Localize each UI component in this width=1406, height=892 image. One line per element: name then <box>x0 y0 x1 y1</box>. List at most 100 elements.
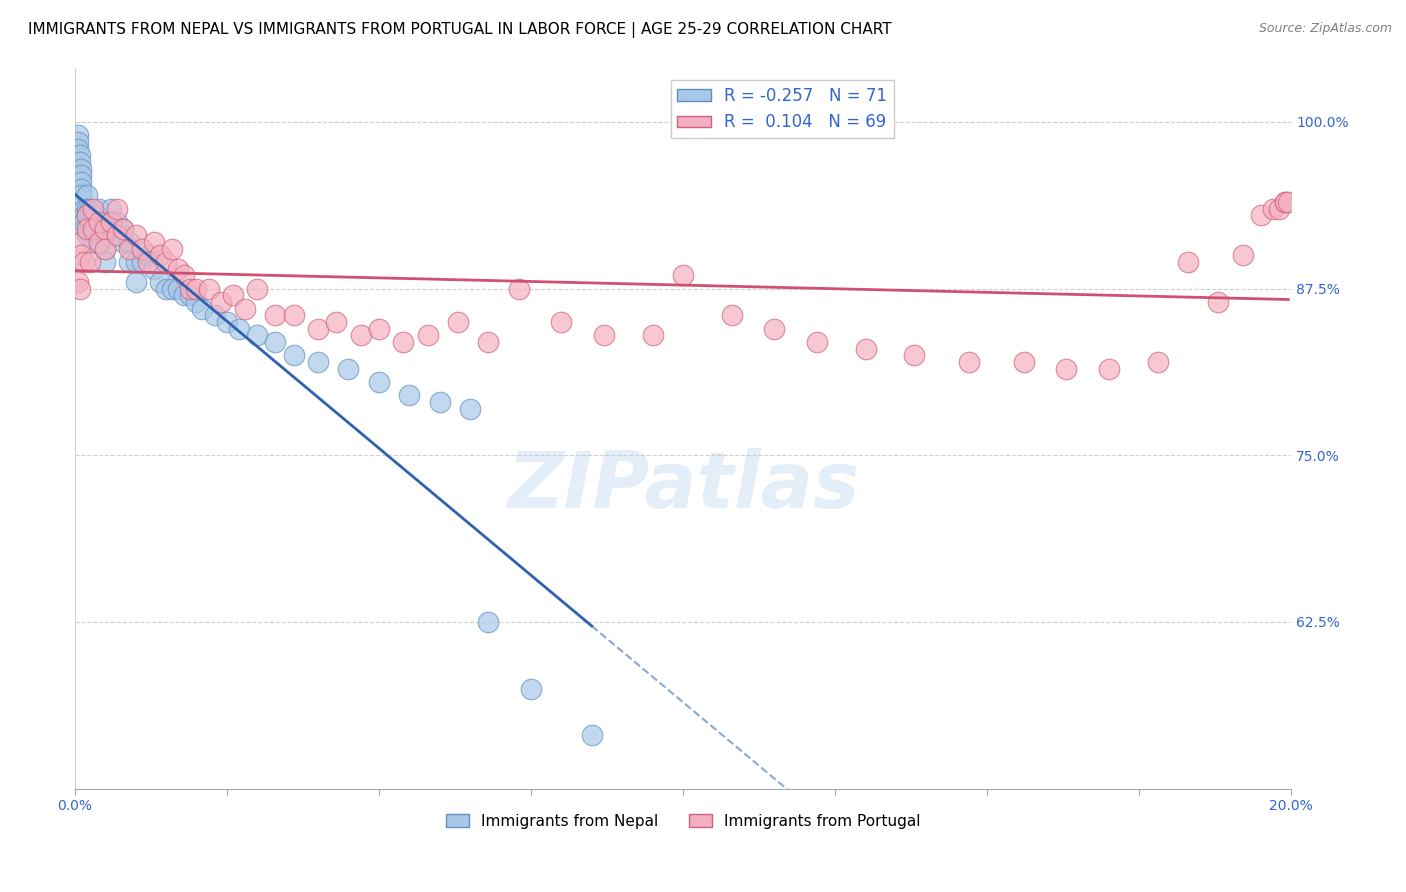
Legend: Immigrants from Nepal, Immigrants from Portugal: Immigrants from Nepal, Immigrants from P… <box>440 807 927 835</box>
Point <box>69 161 91 176</box>
Point <box>1250 208 1272 222</box>
Point <box>179 281 201 295</box>
Point <box>73 208 96 222</box>
Point <box>100 215 122 229</box>
Point <box>233 301 256 316</box>
Point <box>94 221 117 235</box>
Point <box>84 221 107 235</box>
Point <box>100 202 122 216</box>
Point <box>581 728 603 742</box>
Point <box>855 342 877 356</box>
Point <box>124 275 146 289</box>
Point <box>672 268 695 283</box>
Point <box>84 208 107 222</box>
Point <box>447 315 470 329</box>
Point <box>307 321 329 335</box>
Point <box>1177 255 1199 269</box>
Point <box>87 235 110 249</box>
Point <box>73 221 96 235</box>
Point <box>76 188 98 202</box>
Point <box>264 308 287 322</box>
Point <box>112 235 135 249</box>
Point <box>142 235 165 249</box>
Point <box>149 275 172 289</box>
Point <box>76 208 98 222</box>
Point <box>191 301 214 316</box>
Point <box>349 328 371 343</box>
Point <box>124 228 146 243</box>
Text: ZIPatlas: ZIPatlas <box>508 448 859 524</box>
Point <box>1012 355 1035 369</box>
Point <box>69 148 91 162</box>
Point <box>367 321 389 335</box>
Point <box>1277 194 1299 209</box>
Point <box>87 215 110 229</box>
Point <box>94 255 117 269</box>
Point <box>82 215 104 229</box>
Point <box>82 221 104 235</box>
Point <box>94 215 117 229</box>
Point <box>1208 294 1230 309</box>
Point <box>1146 355 1168 369</box>
Point <box>1261 202 1284 216</box>
Point <box>112 221 135 235</box>
Point <box>82 235 104 249</box>
Point <box>118 255 141 269</box>
Point <box>87 235 110 249</box>
Point <box>215 315 238 329</box>
Point <box>508 281 530 295</box>
Point <box>1054 361 1077 376</box>
Point <box>73 215 96 229</box>
Point <box>87 215 110 229</box>
Point <box>477 334 499 349</box>
Point <box>173 288 195 302</box>
Point <box>94 242 117 256</box>
Point <box>118 235 141 249</box>
Point <box>398 388 420 402</box>
Point <box>69 181 91 195</box>
Point <box>325 315 347 329</box>
Point <box>76 202 98 216</box>
Point <box>76 228 98 243</box>
Point <box>69 281 91 295</box>
Point <box>69 154 91 169</box>
Point <box>69 175 91 189</box>
Point <box>69 188 91 202</box>
Point <box>76 221 98 235</box>
Point <box>136 248 159 262</box>
Point <box>246 281 269 295</box>
Point <box>79 215 101 229</box>
Point <box>593 328 616 343</box>
Point <box>155 255 177 269</box>
Point <box>105 228 128 243</box>
Point <box>179 288 201 302</box>
Point <box>131 242 153 256</box>
Point <box>186 281 208 295</box>
Point <box>82 202 104 216</box>
Point <box>69 235 91 249</box>
Point <box>186 294 208 309</box>
Text: Source: ZipAtlas.com: Source: ZipAtlas.com <box>1258 22 1392 36</box>
Point <box>69 168 91 182</box>
Point <box>246 328 269 343</box>
Point <box>264 334 287 349</box>
Point <box>1098 361 1121 376</box>
Point <box>142 261 165 276</box>
Point <box>87 202 110 216</box>
Point <box>160 281 183 295</box>
Point <box>458 401 481 416</box>
Point <box>367 375 389 389</box>
Point <box>763 321 786 335</box>
Point <box>641 328 664 343</box>
Point <box>1232 248 1254 262</box>
Point <box>550 315 572 329</box>
Point <box>79 202 101 216</box>
Point <box>307 355 329 369</box>
Point <box>337 361 360 376</box>
Point <box>79 255 101 269</box>
Point <box>283 348 305 362</box>
Point <box>957 355 980 369</box>
Point <box>66 275 89 289</box>
Text: IMMIGRANTS FROM NEPAL VS IMMIGRANTS FROM PORTUGAL IN LABOR FORCE | AGE 25-29 COR: IMMIGRANTS FROM NEPAL VS IMMIGRANTS FROM… <box>28 22 891 38</box>
Point <box>76 221 98 235</box>
